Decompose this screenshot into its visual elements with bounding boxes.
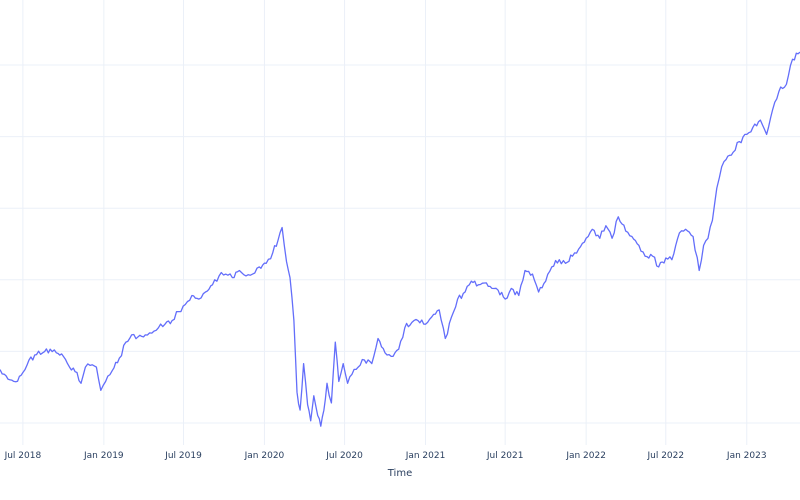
x-tick-label: Jul 2020 (325, 451, 363, 461)
x-tick-label: Jan 2020 (244, 451, 285, 461)
gridlines (0, 0, 800, 445)
x-tick-label: Jan 2023 (726, 451, 767, 461)
x-axis-ticks: Jul 2018 Jan 2019 Jul 2019 Jan 2020 Jul 2020… (4, 451, 767, 461)
x-tick-label: Jul 2021 (486, 451, 524, 461)
series-layer (0, 51, 800, 427)
series-line (0, 51, 800, 427)
x-tick-label: Jul 2022 (646, 451, 684, 461)
x-tick-label: Jan 2019 (83, 451, 124, 461)
x-tick-label: Jul 2018 (4, 451, 42, 461)
x-tick-label: Jul 2019 (164, 451, 202, 461)
x-axis-title: Time (387, 468, 412, 479)
x-tick-label: Jan 2022 (565, 451, 606, 461)
x-tick-label: Jan 2021 (405, 451, 446, 461)
